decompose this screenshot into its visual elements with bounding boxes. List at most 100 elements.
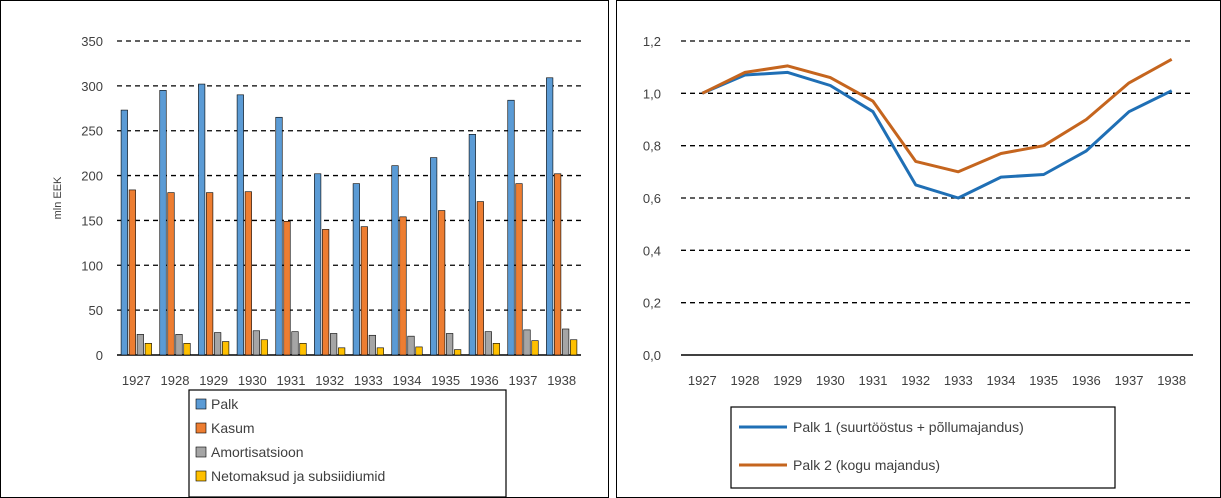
bar-kasum-1932: [322, 229, 330, 356]
line-chart-panel: 0,0 0,2 0,4 0,6 0,8 1,0 1,2 1927 1928 1929 1930 193…: [616, 0, 1221, 498]
y-tick-label: 200: [81, 169, 103, 184]
bar-palk-1931: [275, 116, 283, 356]
x-tick-label: 1933: [944, 373, 973, 388]
x-tick-label: 1932: [901, 373, 930, 388]
bar-kasum-1935: [438, 210, 446, 356]
x-tick-label: 1928: [161, 373, 190, 388]
bar-amortisatsioon-1929: [214, 332, 222, 356]
bar-kasum-1931: [283, 221, 291, 356]
bar-netomaksud-ja-subsiidiumid-1934: [415, 346, 423, 356]
bar-amortisatsioon-1934: [407, 335, 415, 356]
y-tick-label: 0,0: [643, 348, 661, 363]
bar-kasum-1937: [515, 183, 523, 356]
bar-amortisatsioon-1928: [175, 334, 183, 356]
legend-swatch: [195, 398, 207, 410]
bar-kasum-1929: [206, 192, 214, 356]
x-tick-label: 1938: [547, 373, 576, 388]
x-tick-label: 1931: [859, 373, 888, 388]
bar-palk-1928: [159, 90, 167, 356]
x-tick-label: 1927: [122, 373, 151, 388]
bar-netomaksud-ja-subsiidiumid-1937: [531, 340, 539, 356]
legend-label: Palk 1 (suurtööstus + põllumajandus): [793, 419, 1024, 435]
bar-amortisatsioon-1930: [252, 330, 260, 356]
bar-palk-1937: [507, 99, 515, 356]
bar-kasum-1936: [476, 201, 484, 356]
legend-label: Kasum: [211, 420, 255, 436]
x-tick-label: 1932: [315, 373, 344, 388]
legend-swatch: [195, 470, 207, 482]
bar-amortisatsioon-1932: [330, 333, 338, 356]
legend-swatch: [195, 422, 207, 434]
bar-amortisatsioon-1931: [291, 331, 299, 356]
bar-amortisatsioon-1936: [484, 331, 492, 356]
x-tick-label: 1930: [816, 373, 845, 388]
bar-chart-panel: mln EEK 0 50 100 150 200 250 300 350 1927 1928 1929…: [0, 0, 609, 498]
bar-palk-1929: [198, 83, 206, 356]
bar-amortisatsioon-1933: [368, 334, 376, 356]
bar-palk-1930: [236, 94, 244, 356]
bar-kasum-1934: [399, 216, 407, 356]
bar-palk-1938: [546, 77, 554, 356]
line-chart: 0,0 0,2 0,4 0,6 0,8 1,0 1,2 1927 1928 1929 1930 193…: [643, 34, 1193, 489]
x-tick-label: 1935: [1029, 373, 1058, 388]
bar-netomaksud-ja-subsiidiumid-1938: [570, 339, 578, 356]
x-tick-label: 1937: [509, 373, 538, 388]
y-tick-label: 50: [89, 303, 103, 318]
legend-label: Netomaksud ja subsiidiumid: [211, 468, 385, 484]
y-tick-label: 0: [96, 348, 103, 363]
legend: [188, 389, 507, 497]
series-line-1: [701, 70, 1173, 200]
y-tick-label: 0,6: [643, 191, 661, 206]
bar-amortisatsioon-1938: [562, 328, 570, 356]
bar-netomaksud-ja-subsiidiumid-1935: [454, 349, 462, 356]
bar-netomaksud-ja-subsiidiumid-1936: [492, 343, 500, 356]
x-tick-label: 1938: [1157, 373, 1186, 388]
bar-netomaksud-ja-subsiidiumid-1933: [376, 347, 384, 356]
bar-kasum-1938: [554, 173, 562, 356]
y-tick-label: 350: [81, 34, 103, 49]
bar-kasum-1933: [360, 226, 368, 356]
x-tick-label: 1929: [773, 373, 802, 388]
bar-amortisatsioon-1937: [523, 329, 531, 356]
bar-netomaksud-ja-subsiidiumid-1928: [183, 343, 191, 356]
x-tick-label: 1931: [277, 373, 306, 388]
x-tick-label: 1927: [688, 373, 717, 388]
y-tick-label: 100: [81, 258, 103, 273]
bar-palk-1935: [430, 157, 438, 356]
x-tick-label: 1934: [987, 373, 1016, 388]
bar-netomaksud-ja-subsiidiumid-1931: [299, 343, 307, 356]
bar-palk-1933: [352, 183, 360, 356]
bar-netomaksud-ja-subsiidiumid-1932: [338, 347, 346, 356]
bar-kasum-1927: [128, 189, 136, 356]
legend-swatch: [195, 446, 207, 458]
x-tick-label: 1937: [1115, 373, 1144, 388]
y-tick-label: 250: [81, 124, 103, 139]
x-tick-label: 1928: [731, 373, 760, 388]
legend: [730, 406, 1116, 489]
legend-label: Palk: [211, 396, 239, 412]
x-tick-label: 1936: [1072, 373, 1101, 388]
y-tick-label: 150: [81, 213, 103, 228]
bar-palk-1936: [468, 134, 476, 356]
x-tick-label: 1935: [431, 373, 460, 388]
y-tick-label: 1,0: [643, 86, 661, 101]
bar-netomaksud-ja-subsiidiumid-1930: [260, 339, 268, 356]
x-tick-label: 1933: [354, 373, 383, 388]
y-tick-label: 1,2: [643, 34, 661, 49]
y-tick-label: 0,4: [643, 243, 661, 258]
bar-palk-1927: [120, 109, 128, 356]
bar-netomaksud-ja-subsiidiumid-1927: [144, 343, 152, 356]
legend-label: Amortisatsioon: [211, 444, 304, 460]
x-tick-label: 1936: [470, 373, 499, 388]
bar-kasum-1928: [167, 192, 175, 356]
bar-kasum-1930: [244, 191, 252, 356]
bar-palk-1932: [314, 173, 322, 356]
y-tick-label: 0,2: [643, 296, 661, 311]
y-axis-label: mln EEK: [52, 176, 64, 219]
bar-chart: mln EEK 0 50 100 150 200 250 300 350 1927 1928 1929…: [52, 34, 581, 497]
series-line-2: [701, 57, 1173, 174]
x-tick-label: 1929: [199, 373, 228, 388]
x-tick-label: 1930: [238, 373, 267, 388]
bar-amortisatsioon-1935: [446, 333, 454, 356]
bar-amortisatsioon-1927: [136, 334, 144, 356]
